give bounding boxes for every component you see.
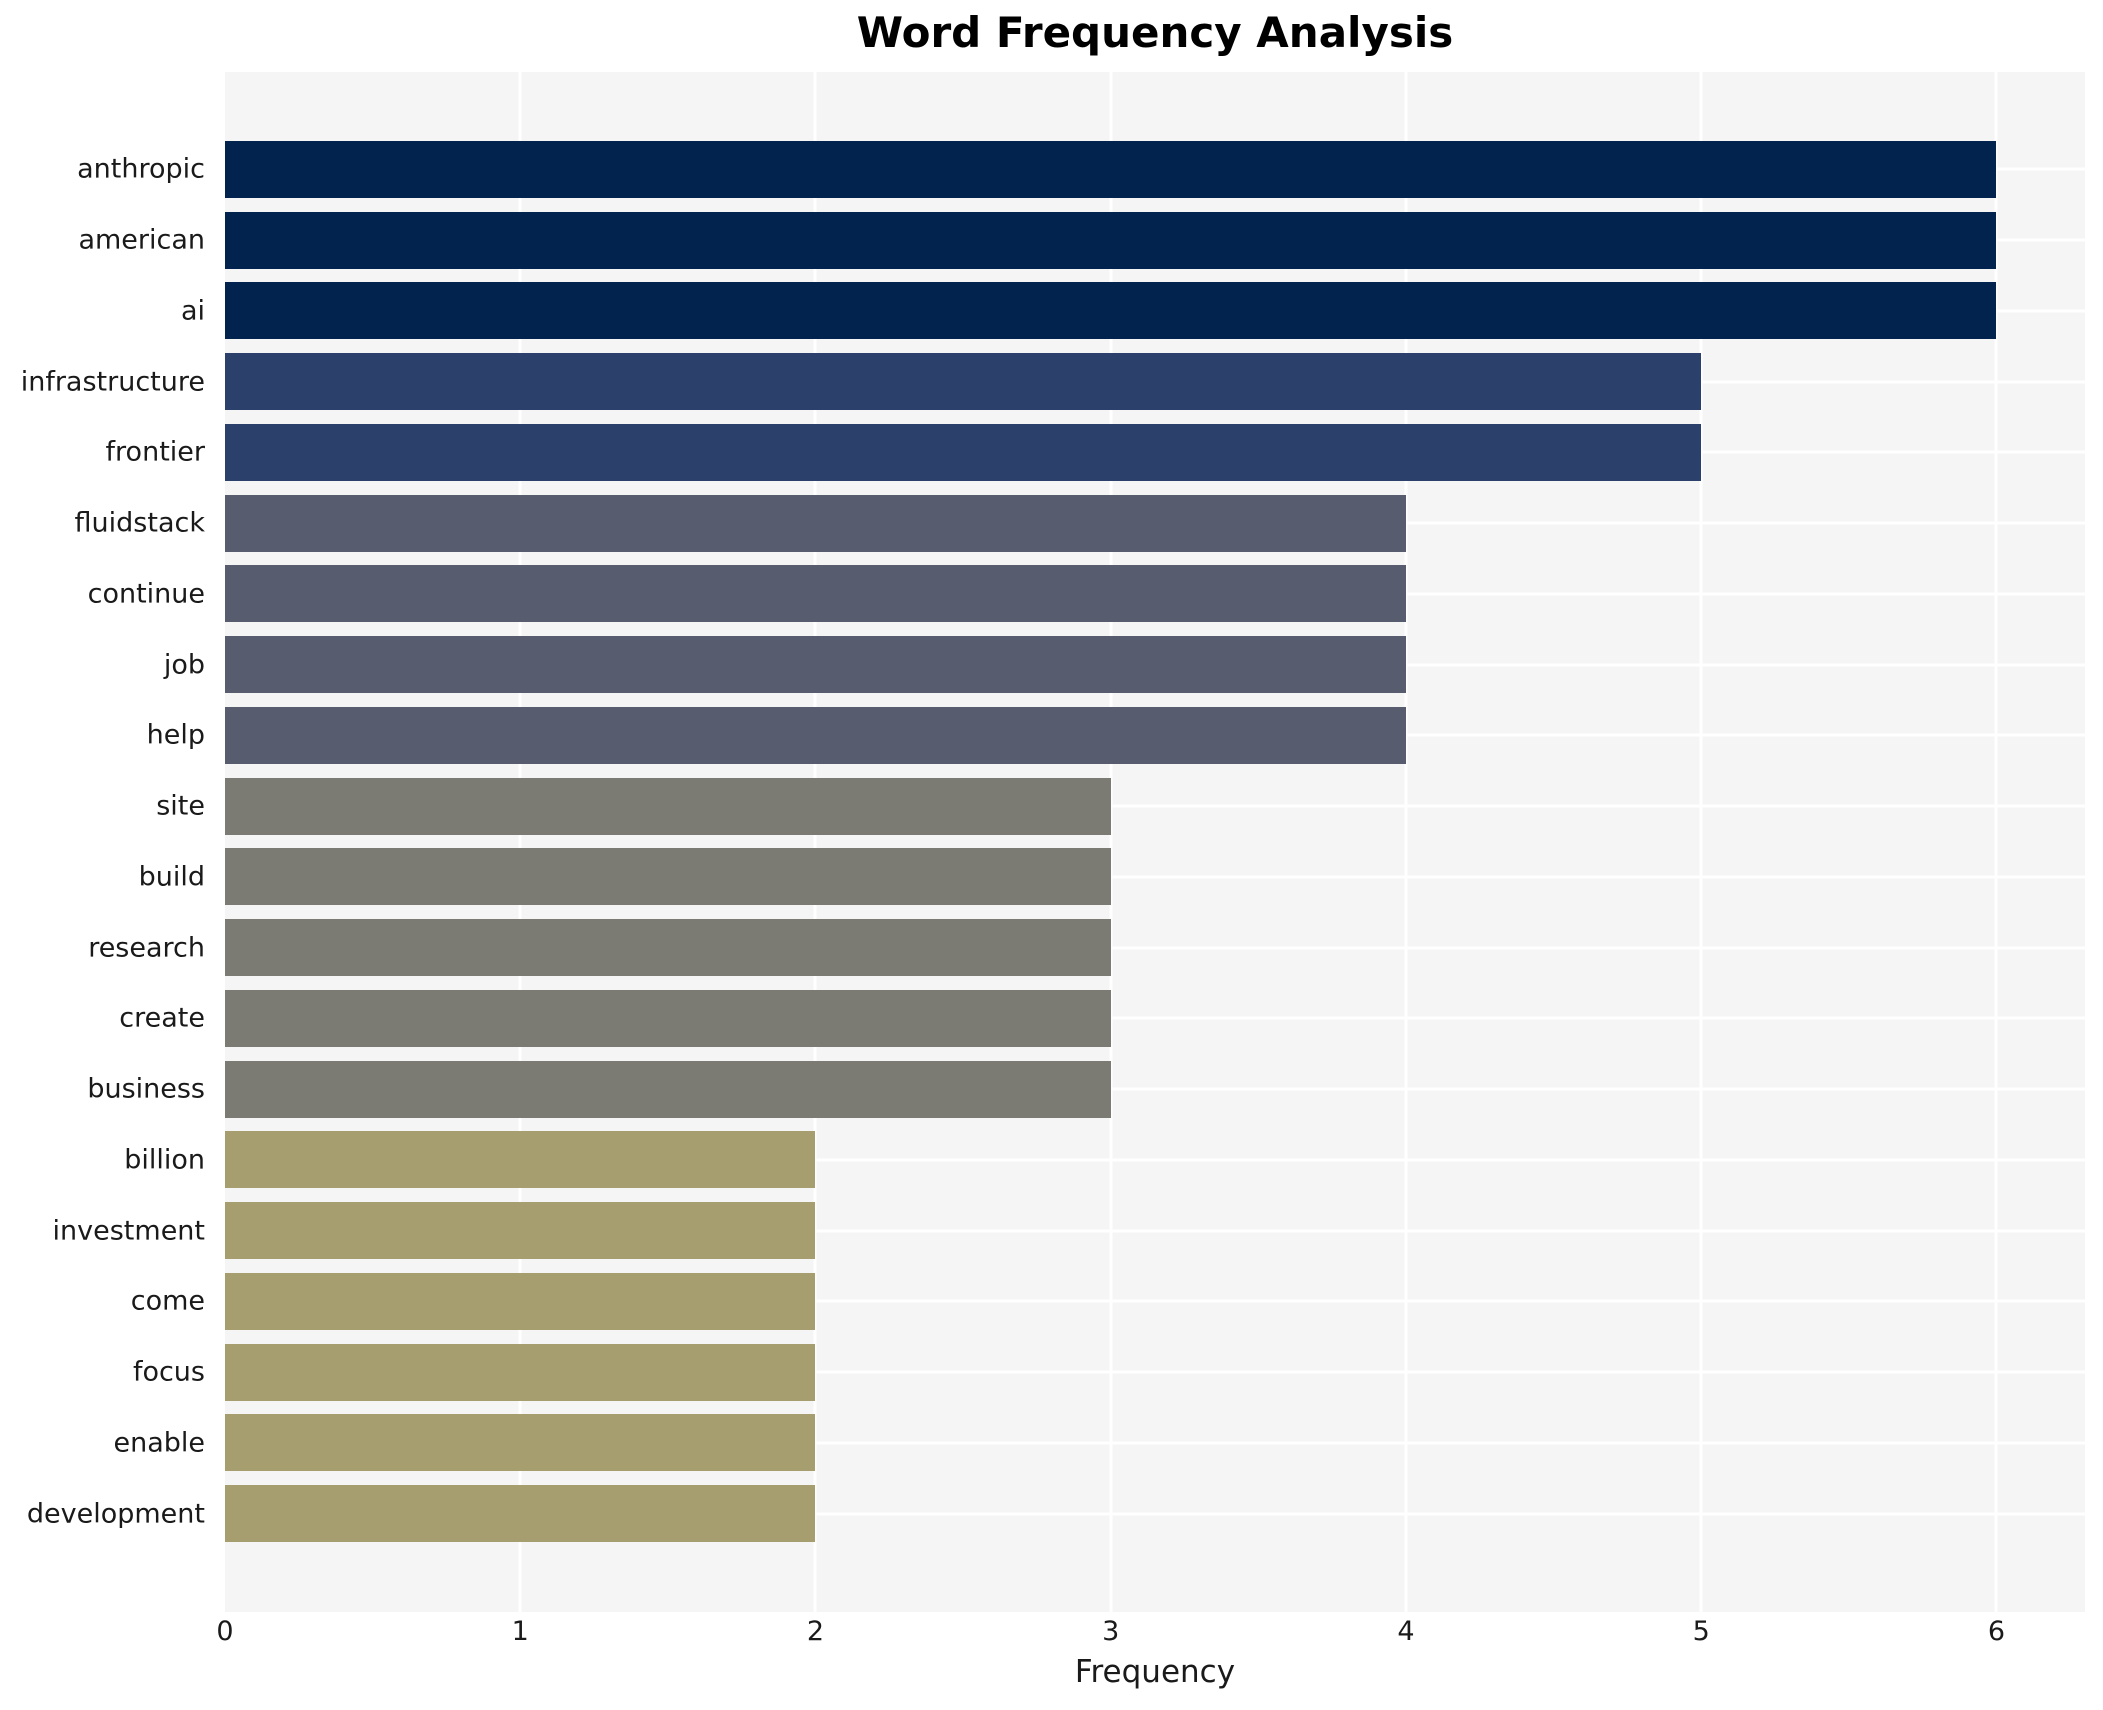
gridline-y-focus [225,1370,2085,1374]
gridline-x-3 [1109,72,1113,1612]
y-tick-label-build: build [138,861,205,893]
y-tick-label-investment: investment [52,1215,205,1247]
bar-continue [225,565,1406,623]
gridline-y-billion [225,1158,2085,1162]
bar-site [225,777,1111,835]
y-tick-label-research: research [88,932,205,964]
y-tick-label-continue: continue [87,578,205,610]
bar-investment [225,1202,816,1260]
y-tick-label-fluidstack: fluidstack [74,507,205,539]
plot-area [225,72,2085,1612]
x-tick-label-0: 0 [216,1616,234,1647]
y-tick-label-come: come [130,1285,205,1317]
bar-fluidstack [225,494,1406,552]
gridline-x-2 [813,72,817,1612]
bar-enable [225,1414,816,1472]
y-tick-label-help: help [146,719,205,751]
gridline-x-1 [518,72,522,1612]
gridline-y-investment [225,1229,2085,1233]
x-tick-label-3: 3 [1102,1616,1120,1647]
bar-frontier [225,423,1702,481]
gridline-x-6 [1994,72,1998,1612]
x-tick-label-6: 6 [1987,1616,2006,1647]
bar-business [225,1060,1111,1118]
bar-anthropic [225,140,1997,198]
bar-build [225,848,1111,906]
y-tick-label-enable: enable [113,1427,205,1459]
gridline-x-4 [1404,72,1408,1612]
y-axis-labels: anthropic american ai infrastructure frontie… [0,72,215,1612]
gridline-y-research [225,946,2085,950]
y-tick-label-anthropic: anthropic [77,153,205,185]
x-tick-label-4: 4 [1397,1616,1415,1647]
gridline-y-create [225,1016,2085,1020]
bar-american [225,211,1997,269]
bar-infrastructure [225,353,1702,411]
x-axis-label: Frequency [1074,1654,1236,1690]
bar-billion [225,1131,816,1189]
y-tick-label-frontier: frontier [105,436,205,468]
y-tick-label-ai: ai [180,295,205,327]
bar-ai [225,282,1997,340]
bar-come [225,1272,816,1330]
x-axis-ticks: 0 1 2 3 4 5 6 [0,1616,2103,1652]
bar-help [225,706,1406,764]
bar-development [225,1485,816,1543]
y-tick-label-business: business [87,1073,205,1105]
gridline-y-development [225,1512,2085,1516]
y-tick-label-create: create [119,1002,205,1034]
gridline-y-come [225,1299,2085,1303]
y-tick-label-focus: focus [132,1356,205,1388]
bar-research [225,919,1111,977]
y-tick-label-site: site [156,790,205,822]
gridline-y-business [225,1087,2085,1091]
bar-focus [225,1343,816,1401]
bar-job [225,636,1406,694]
gridline-y-build [225,875,2085,879]
y-tick-label-development: development [26,1498,205,1530]
y-tick-label-job: job [163,649,205,681]
x-tick-label-1: 1 [511,1616,529,1647]
gridline-y-enable [225,1441,2085,1445]
x-tick-label-5: 5 [1692,1616,1710,1647]
y-tick-label-infrastructure: infrastructure [20,366,205,398]
bar-create [225,989,1111,1047]
y-tick-label-billion: billion [124,1144,205,1176]
gridline-y-site [225,804,2085,808]
gridline-x-5 [1699,72,1703,1612]
chart-title: Word Frequency Analysis [856,8,1454,57]
y-tick-label-american: american [78,224,205,256]
x-tick-label-2: 2 [806,1616,825,1647]
